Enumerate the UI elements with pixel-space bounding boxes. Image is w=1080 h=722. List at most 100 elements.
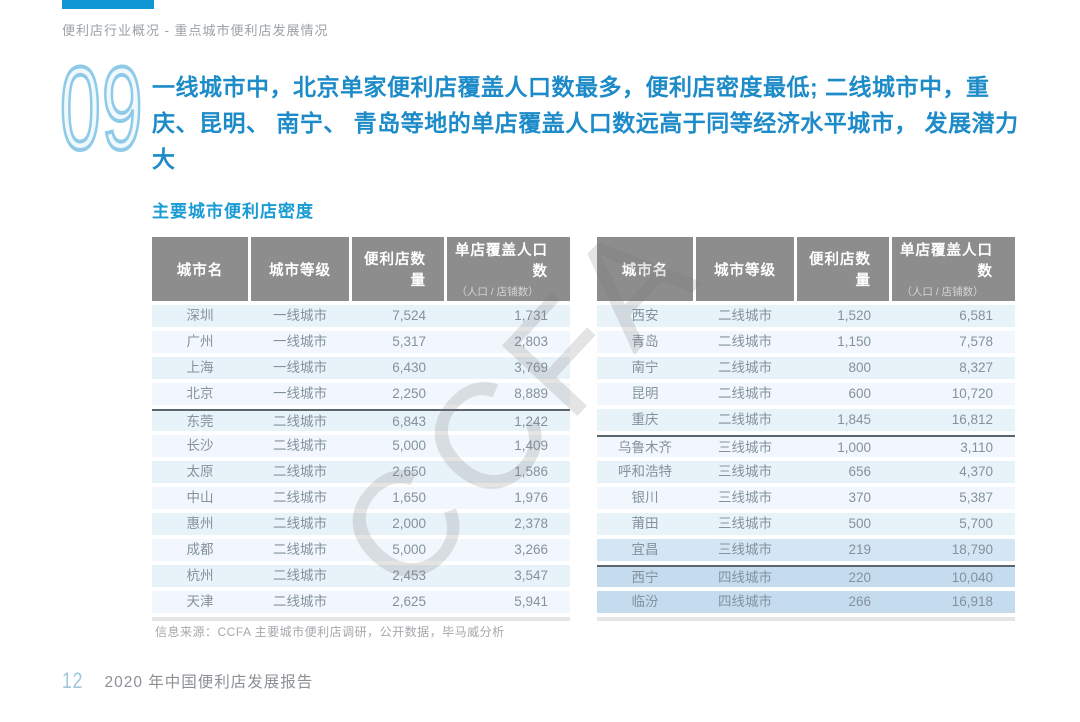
table-row: 中山 二线城市 1,650 1,976 — [152, 487, 570, 513]
table-row: 宜昌 三线城市 219 18,790 — [597, 539, 1015, 565]
city-tier: 二线城市 — [273, 594, 327, 609]
store-count: 2,650 — [392, 464, 426, 479]
city-tier: 三线城市 — [718, 542, 772, 557]
density-table-right: 城市名 城市等级 便利店数量 单店覆盖人口数 （人口 / 店铺数） 西安 二线城市 1,520… — [597, 237, 1015, 621]
table-row: 重庆 二线城市 1,845 16,812 — [597, 409, 1015, 435]
city-name: 呼和浩特 — [618, 464, 672, 479]
coverage-per-store: 7,578 — [959, 334, 993, 349]
table-row: 呼和浩特 三线城市 656 4,370 — [597, 461, 1015, 487]
store-count: 656 — [848, 464, 871, 479]
city-tier: 一线城市 — [273, 308, 327, 323]
store-count: 219 — [848, 542, 871, 557]
coverage-per-store: 3,110 — [960, 440, 993, 455]
city-name: 中山 — [186, 490, 214, 505]
table-header-row: 城市名 城市等级 便利店数量 单店覆盖人口数 （人口 / 店铺数） — [152, 237, 570, 301]
coverage-per-store: 1,586 — [514, 464, 548, 479]
table-row: 天津 二线城市 2,625 5,941 — [152, 591, 570, 617]
store-count: 1,650 — [392, 490, 426, 505]
column-header: 城市等级 — [251, 237, 349, 301]
table-row: 昆明 二线城市 600 10,720 — [597, 383, 1015, 409]
city-tier: 二线城市 — [718, 308, 772, 323]
coverage-per-store: 1,409 — [514, 438, 548, 453]
coverage-per-store: 8,327 — [959, 360, 993, 375]
table-row: 太原 二线城市 2,650 1,586 — [152, 461, 570, 487]
city-name: 临汾 — [631, 594, 659, 609]
store-count: 5,000 — [392, 542, 426, 557]
city-name: 上海 — [186, 360, 214, 375]
coverage-per-store: 1,976 — [514, 490, 548, 505]
table-row: 西宁 四线城市 220 10,040 — [597, 565, 1015, 591]
column-header: 单店覆盖人口数 （人口 / 店铺数） — [447, 237, 570, 301]
city-tier: 三线城市 — [718, 516, 772, 531]
store-count: 600 — [848, 386, 871, 401]
column-header: 城市名 — [597, 237, 693, 301]
city-name: 杭州 — [186, 568, 214, 583]
store-count: 5,317 — [392, 334, 426, 349]
source-note: 信息来源：CCFA 主要城市便利店调研，公开数据，毕马威分析 — [155, 625, 505, 639]
city-name: 青岛 — [631, 334, 659, 349]
table-row: 成都 二线城市 5,000 3,266 — [152, 539, 570, 565]
city-name: 西宁 — [631, 570, 659, 585]
coverage-per-store: 8,889 — [514, 386, 548, 401]
table-row: 莆田 三线城市 500 5,700 — [597, 513, 1015, 539]
city-tier: 二线城市 — [273, 542, 327, 557]
table-row: 银川 三线城市 370 5,387 — [597, 487, 1015, 513]
section-title: 主要城市便利店密度 — [152, 202, 314, 221]
city-name: 东莞 — [186, 414, 214, 429]
city-tier: 二线城市 — [273, 464, 327, 479]
table-row: 北京 一线城市 2,250 8,889 — [152, 383, 570, 409]
store-count: 1,520 — [837, 308, 871, 323]
coverage-per-store: 4,370 — [959, 464, 993, 479]
coverage-per-store: 3,547 — [514, 568, 548, 583]
store-count: 6,843 — [392, 414, 426, 429]
coverage-per-store: 16,918 — [951, 594, 993, 609]
city-name: 银川 — [631, 490, 659, 505]
city-tier: 三线城市 — [718, 464, 772, 479]
city-tier: 二线城市 — [718, 386, 772, 401]
column-header: 便利店数量 — [352, 237, 444, 301]
city-tier: 二线城市 — [718, 360, 772, 375]
column-header: 便利店数量 — [797, 237, 889, 301]
headline: 一线城市中，北京单家便利店覆盖人口数最多，便利店密度最低; 二线城市中，重庆、昆… — [152, 74, 1019, 172]
table-header-row: 城市名 城市等级 便利店数量 单店覆盖人口数 （人口 / 店铺数） — [597, 237, 1015, 301]
store-count: 2,000 — [392, 516, 426, 531]
coverage-per-store: 3,769 — [514, 360, 548, 375]
table-row: 深圳 一线城市 7,524 1,731 — [152, 305, 570, 331]
coverage-per-store: 6,581 — [959, 308, 993, 323]
city-tier: 三线城市 — [718, 440, 772, 455]
coverage-per-store: 5,387 — [959, 490, 993, 505]
city-name: 宜昌 — [631, 542, 659, 557]
slide-number: 09 — [59, 43, 144, 175]
city-tier: 四线城市 — [718, 594, 772, 609]
store-count: 370 — [848, 490, 871, 505]
city-tier: 二线城市 — [718, 334, 772, 349]
store-count: 2,625 — [392, 594, 426, 609]
coverage-per-store: 2,378 — [514, 516, 548, 531]
footer: 12 2020 年中国便利店发展报告 — [62, 664, 313, 698]
breadcrumb: 便利店行业概况 - 重点城市便利店发展情况 — [62, 23, 329, 38]
table-row: 临汾 四线城市 266 16,918 — [597, 591, 1015, 617]
coverage-per-store: 1,242 — [514, 414, 548, 429]
column-header-subtitle: （人口 / 店铺数） — [901, 286, 984, 298]
store-count: 6,430 — [392, 360, 426, 375]
table-row: 西安 二线城市 1,520 6,581 — [597, 305, 1015, 331]
store-count: 2,250 — [392, 386, 426, 401]
coverage-per-store: 18,790 — [951, 542, 993, 557]
table-bottom-edge — [597, 617, 1015, 621]
city-name: 太原 — [186, 464, 214, 479]
table-row: 惠州 二线城市 2,000 2,378 — [152, 513, 570, 539]
coverage-per-store: 16,812 — [951, 412, 993, 427]
city-name: 昆明 — [631, 386, 659, 401]
store-count: 7,524 — [392, 308, 426, 323]
coverage-per-store: 10,040 — [951, 570, 993, 585]
city-tier: 二线城市 — [273, 414, 327, 429]
store-count: 220 — [848, 570, 871, 585]
store-count: 1,845 — [837, 412, 871, 427]
store-count: 1,150 — [837, 334, 871, 349]
column-header: 单店覆盖人口数 （人口 / 店铺数） — [892, 237, 1015, 301]
city-tier: 一线城市 — [273, 334, 327, 349]
coverage-per-store: 2,803 — [514, 334, 548, 349]
city-tier: 一线城市 — [273, 360, 327, 375]
table-row: 东莞 二线城市 6,843 1,242 — [152, 409, 570, 435]
city-name: 莆田 — [631, 516, 659, 531]
